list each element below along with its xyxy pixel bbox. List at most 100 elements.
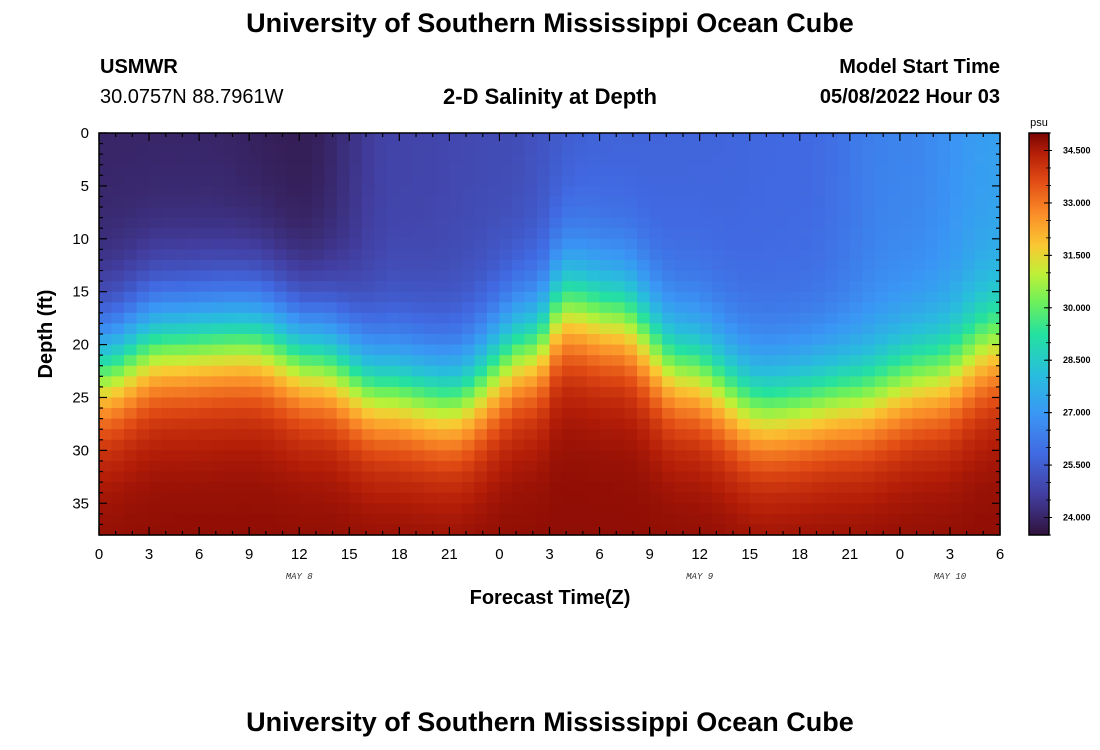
heatmap-cell	[324, 259, 338, 272]
heatmap-cell	[361, 408, 375, 420]
heatmap-cell	[937, 365, 951, 377]
heatmap-cell	[511, 492, 526, 504]
heatmap-cell	[599, 460, 613, 473]
heatmap-cell	[637, 281, 651, 293]
heatmap-cell	[161, 185, 175, 198]
heatmap-cell	[687, 450, 701, 462]
heatmap-cell	[662, 334, 676, 346]
heatmap-cell	[712, 344, 726, 356]
heatmap-cell	[374, 154, 388, 166]
x-tick-label: 6	[996, 546, 1004, 563]
heatmap-cell	[186, 355, 200, 367]
heatmap-cell	[774, 270, 788, 282]
heatmap-cell	[474, 249, 488, 261]
heatmap-cell	[236, 281, 250, 293]
heatmap-cell	[236, 312, 250, 325]
heatmap-cell	[774, 143, 788, 155]
heatmap-cell	[874, 312, 888, 325]
heatmap-cell	[286, 164, 300, 176]
heatmap-cell	[862, 439, 876, 451]
heatmap-cell	[699, 281, 713, 293]
heatmap-cell	[486, 471, 501, 483]
heatmap-cell	[499, 524, 513, 536]
heatmap-cell	[937, 334, 951, 346]
heatmap-cell	[261, 471, 275, 483]
heatmap-cell	[924, 249, 939, 261]
heatmap-cell	[524, 291, 538, 303]
heatmap-cell	[186, 185, 200, 198]
heatmap-cell	[124, 482, 138, 494]
heatmap-cell	[624, 355, 638, 367]
heatmap-cell	[937, 429, 951, 441]
heatmap-cell	[199, 334, 213, 346]
y-axis-label: Depth (ft)	[35, 290, 57, 379]
heatmap-cell	[912, 482, 926, 494]
heatmap-cell	[937, 175, 951, 187]
heatmap-cell	[349, 217, 363, 229]
heatmap-cell	[524, 312, 538, 325]
heatmap-cell	[261, 133, 275, 145]
heatmap-cell	[687, 302, 701, 314]
heatmap-cell	[486, 323, 501, 335]
heatmap-cell	[712, 175, 726, 187]
heatmap-cell	[712, 164, 726, 176]
heatmap-cell	[887, 164, 901, 176]
heatmap-cell	[724, 133, 738, 145]
heatmap-cell	[587, 492, 601, 504]
heatmap-cell	[361, 249, 375, 261]
heatmap-cell	[211, 196, 225, 208]
heatmap-cell	[136, 270, 150, 282]
heatmap-cell	[486, 312, 501, 325]
heatmap-cell	[124, 249, 138, 261]
heatmap-cell	[562, 439, 576, 451]
heatmap-cell	[124, 418, 138, 430]
heatmap-cell	[461, 323, 476, 335]
heatmap-cell	[899, 429, 913, 441]
heatmap-cell	[461, 439, 476, 451]
heatmap-cell	[249, 154, 263, 166]
heatmap-cell	[974, 344, 989, 356]
heatmap-cell	[399, 334, 413, 346]
heatmap-cell	[712, 249, 726, 261]
heatmap-cell	[224, 334, 238, 346]
heatmap-cell	[749, 312, 763, 325]
heatmap-cell	[774, 196, 788, 208]
heatmap-cell	[812, 460, 826, 473]
heatmap-cell	[174, 302, 188, 314]
heatmap-cell	[837, 143, 851, 155]
heatmap-cell	[974, 471, 989, 483]
heatmap-cell	[286, 323, 300, 335]
heatmap-cell	[449, 386, 463, 399]
heatmap-cell	[837, 460, 851, 473]
heatmap-cell	[511, 334, 526, 346]
heatmap-cell	[637, 154, 651, 166]
heatmap-cell	[161, 291, 175, 303]
heatmap-cell	[924, 365, 939, 377]
x-tick-label: 6	[195, 546, 203, 563]
heatmap-cell	[812, 281, 826, 293]
heatmap-cell	[274, 355, 288, 367]
heatmap-cell	[937, 355, 951, 367]
heatmap-cell	[724, 450, 738, 462]
heatmap-cell	[924, 524, 939, 536]
heatmap-cell	[299, 460, 313, 473]
heatmap-cell	[236, 355, 250, 367]
heatmap-cell	[536, 439, 551, 451]
heatmap-cell	[249, 185, 263, 198]
heatmap-cell	[99, 439, 113, 451]
heatmap-cell	[924, 133, 939, 145]
heatmap-cell	[599, 312, 613, 325]
heatmap-cell	[899, 164, 913, 176]
heatmap-cell	[374, 460, 388, 473]
heatmap-cell	[124, 164, 138, 176]
heatmap-cell	[224, 386, 238, 399]
heatmap-cell	[124, 429, 138, 441]
heatmap-cell	[799, 450, 813, 462]
heatmap-cell	[299, 429, 313, 441]
heatmap-cell	[862, 408, 876, 420]
x-axis-label: Forecast Time(Z)	[470, 587, 631, 609]
heatmap-cell	[749, 133, 763, 145]
heatmap-cell	[762, 513, 776, 526]
heatmap-cell	[549, 365, 563, 377]
heatmap-cell	[186, 418, 200, 430]
